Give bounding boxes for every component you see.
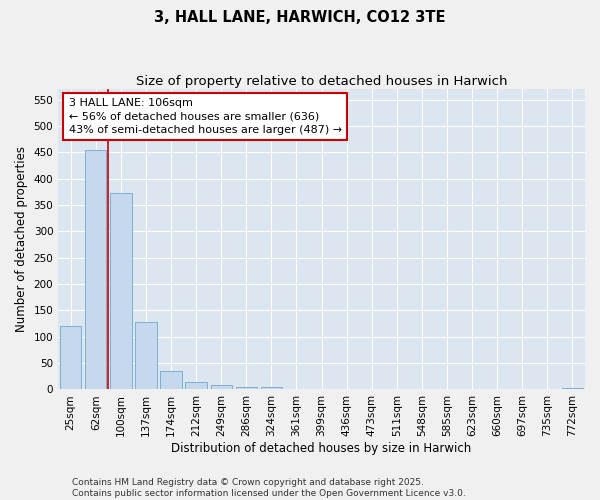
Bar	[562, 388, 583, 390]
X-axis label: Distribution of detached houses by size in Harwich: Distribution of detached houses by size …	[172, 442, 472, 455]
Bar	[110, 193, 131, 390]
Bar	[236, 387, 257, 390]
Text: 3 HALL LANE: 106sqm
← 56% of detached houses are smaller (636)
43% of semi-detac: 3 HALL LANE: 106sqm ← 56% of detached ho…	[69, 98, 342, 134]
Bar	[60, 326, 82, 390]
Title: Size of property relative to detached houses in Harwich: Size of property relative to detached ho…	[136, 75, 508, 88]
Bar	[261, 388, 282, 390]
Bar	[85, 150, 106, 390]
Text: 3, HALL LANE, HARWICH, CO12 3TE: 3, HALL LANE, HARWICH, CO12 3TE	[154, 10, 446, 25]
Text: Contains HM Land Registry data © Crown copyright and database right 2025.
Contai: Contains HM Land Registry data © Crown c…	[72, 478, 466, 498]
Bar	[160, 371, 182, 390]
Bar	[185, 382, 207, 390]
Bar	[136, 322, 157, 390]
Bar	[211, 385, 232, 390]
Y-axis label: Number of detached properties: Number of detached properties	[15, 146, 28, 332]
